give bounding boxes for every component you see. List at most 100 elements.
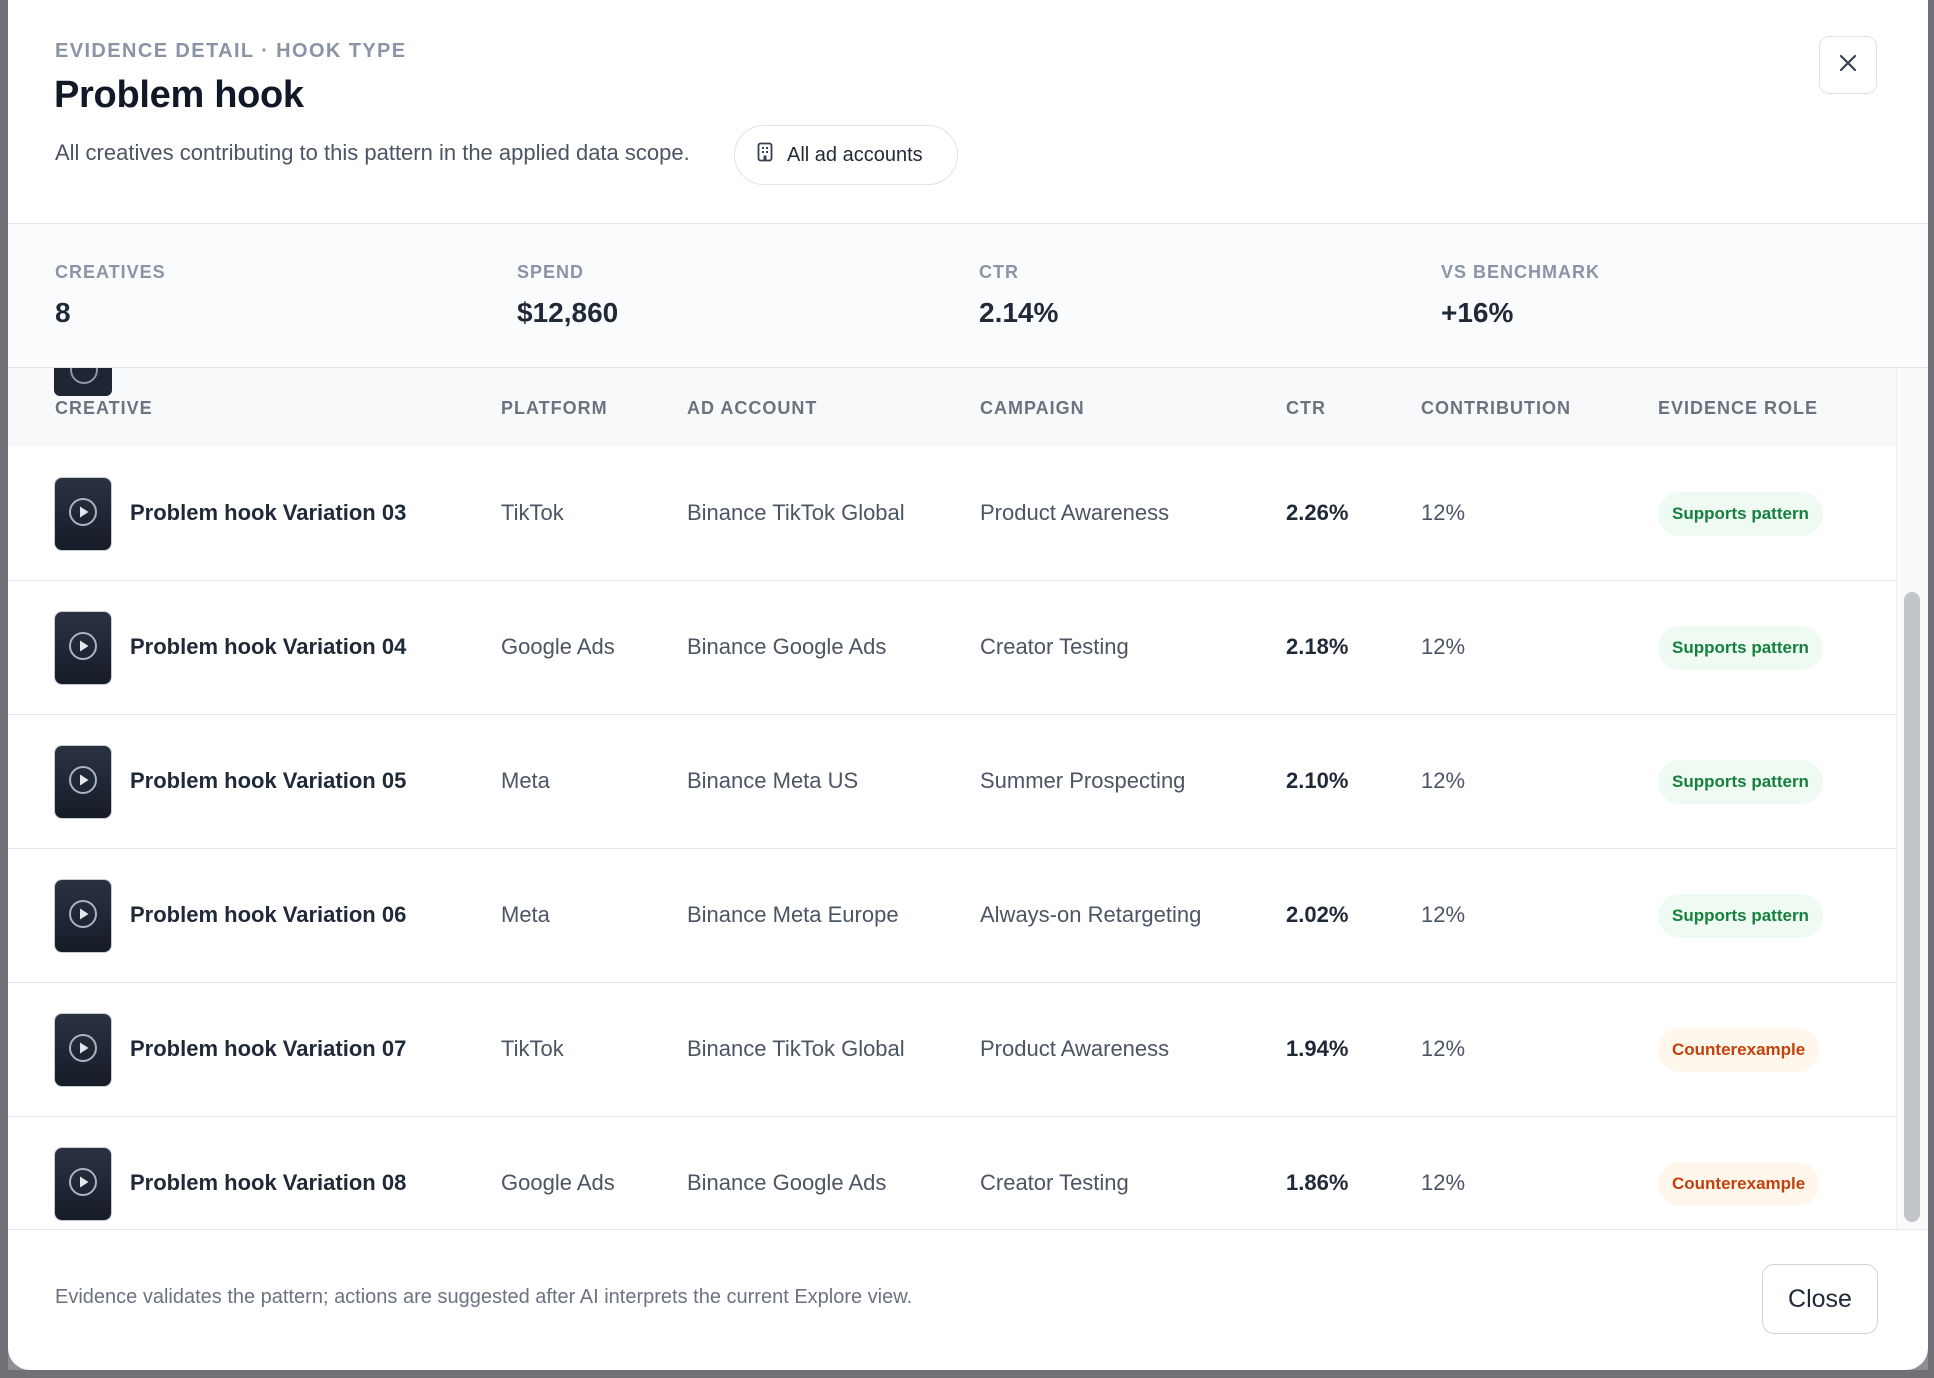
table-header: CREATIVE PLATFORM AD ACCOUNT CAMPAIGN CT… — [8, 368, 1896, 446]
play-icon — [68, 899, 98, 934]
platform-cell: Meta — [501, 902, 550, 927]
evidence-role-badge: Counterexample — [1658, 1028, 1820, 1072]
contribution-cell: 12% — [1421, 634, 1466, 659]
table-row[interactable]: Problem hook Variation 07 TikTok Binance T… — [8, 983, 1896, 1117]
partial-thumbnail — [54, 368, 112, 396]
table-scrollbar-thumb[interactable] — [1904, 592, 1920, 1222]
stat-spend: SPEND $12,860 — [517, 262, 618, 329]
modal-footer: Evidence validates the pattern; actions … — [8, 1231, 1928, 1370]
stat-label: VS BENCHMARK — [1441, 262, 1601, 282]
table-row[interactable]: Problem hook Variation 03 TikTok Binance T… — [8, 447, 1896, 581]
ctr-cell: 2.26% — [1286, 500, 1349, 525]
ad-account-cell: Binance Google Ads — [687, 634, 887, 659]
stat-creatives: CREATIVES 8 — [55, 262, 166, 329]
backdrop-left — [0, 0, 8, 1378]
modal-title: Problem hook — [54, 74, 304, 116]
column-header-campaign[interactable]: CAMPAIGN — [980, 398, 1085, 418]
creative-thumbnail[interactable] — [54, 611, 112, 685]
play-icon — [68, 497, 98, 532]
footer-note: Evidence validates the pattern; actions … — [55, 1286, 913, 1308]
ad-account-cell: Binance TikTok Global — [687, 500, 905, 525]
campaign-cell: Creator Testing — [980, 634, 1129, 659]
ctr-cell: 1.86% — [1286, 1170, 1349, 1195]
ctr-cell: 2.18% — [1286, 634, 1349, 659]
campaign-cell: Product Awareness — [980, 1036, 1170, 1061]
platform-cell: TikTok — [501, 1036, 564, 1061]
stat-value: 2.14% — [979, 297, 1059, 328]
modal-eyebrow: EVIDENCE DETAIL · HOOK TYPE — [55, 40, 407, 62]
creative-name[interactable]: Problem hook Variation 08 — [130, 1170, 407, 1195]
platform-cell: Google Ads — [501, 1170, 615, 1195]
campaign-cell: Always-on Retargeting — [980, 902, 1202, 927]
creative-thumbnail[interactable] — [54, 745, 112, 819]
stat-label: CREATIVES — [55, 262, 166, 282]
evidence-role-badge: Supports pattern — [1658, 626, 1823, 670]
contribution-cell: 12% — [1421, 902, 1466, 927]
scope-chip[interactable]: All ad accounts — [734, 125, 958, 185]
play-icon — [68, 1167, 98, 1202]
table-row[interactable]: Problem hook Variation 06 Meta Binance Met… — [8, 849, 1896, 983]
stat-ctr: CTR 2.14% — [979, 262, 1058, 329]
column-header-ctr[interactable]: CTR — [1286, 398, 1326, 418]
creative-name[interactable]: Problem hook Variation 03 — [130, 500, 407, 525]
stat-vs-benchmark: VS BENCHMARK +16% — [1441, 262, 1600, 329]
table-row[interactable]: Problem hook Variation 04 Google Ads Binan… — [8, 581, 1896, 715]
ctr-cell: 2.02% — [1286, 902, 1349, 927]
scope-chip-label: All ad accounts — [787, 143, 923, 166]
table-row[interactable]: Problem hook Variation 05 Meta Binance Met… — [8, 715, 1896, 849]
column-header-platform[interactable]: PLATFORM — [501, 398, 608, 418]
contribution-cell: 12% — [1421, 1036, 1466, 1061]
summary-stats: CREATIVES 8 SPEND $12,860 CTR 2.14% VS B… — [8, 224, 1928, 368]
ctr-cell: 2.10% — [1286, 768, 1349, 793]
backdrop-bottom — [0, 1370, 1934, 1378]
ad-account-cell: Binance Meta US — [687, 768, 859, 793]
stat-value: $12,860 — [517, 297, 619, 328]
evidence-role-badge: Counterexample — [1658, 1162, 1820, 1206]
close-icon-button[interactable] — [1819, 36, 1877, 94]
column-header-evidence-role[interactable]: EVIDENCE ROLE — [1658, 398, 1819, 418]
evidence-role-badge: Supports pattern — [1658, 894, 1823, 938]
platform-cell: TikTok — [501, 500, 564, 525]
modal-header: EVIDENCE DETAIL · HOOK TYPE Problem hook… — [8, 0, 1928, 224]
stat-label: SPEND — [517, 262, 585, 282]
stat-value: 8 — [55, 297, 71, 328]
building-icon — [757, 142, 773, 168]
campaign-cell: Summer Prospecting — [980, 768, 1186, 793]
column-header-creative[interactable]: CREATIVE — [55, 398, 153, 418]
contribution-cell: 12% — [1421, 500, 1466, 525]
ad-account-cell: Binance Google Ads — [687, 1170, 887, 1195]
campaign-cell: Product Awareness — [980, 500, 1170, 525]
ad-account-cell: Binance Meta Europe — [687, 902, 899, 927]
campaign-cell: Creator Testing — [980, 1170, 1129, 1195]
play-icon — [68, 631, 98, 666]
creative-name[interactable]: Problem hook Variation 06 — [130, 902, 407, 927]
close-button[interactable]: Close — [1762, 1264, 1878, 1334]
evidence-role-badge: Supports pattern — [1658, 492, 1823, 536]
backdrop-right — [1928, 0, 1934, 1378]
close-icon — [1838, 53, 1858, 78]
creative-thumbnail[interactable] — [54, 879, 112, 953]
play-icon — [68, 1033, 98, 1068]
table-row[interactable]: Problem hook Variation 08 Google Ads Binan… — [8, 1117, 1896, 1229]
creative-thumbnail[interactable] — [54, 1147, 112, 1221]
platform-cell: Google Ads — [501, 634, 615, 659]
creative-name[interactable]: Problem hook Variation 05 — [130, 768, 407, 793]
creative-name[interactable]: Problem hook Variation 07 — [130, 1036, 407, 1061]
contribution-cell: 12% — [1421, 768, 1466, 793]
modal-subtitle: All creatives contributing to this patte… — [55, 140, 690, 165]
creative-thumbnail[interactable] — [54, 1013, 112, 1087]
evidence-table: CREATIVE PLATFORM AD ACCOUNT CAMPAIGN CT… — [8, 368, 1928, 1230]
play-icon — [68, 765, 98, 800]
evidence-role-badge: Supports pattern — [1658, 760, 1823, 804]
stat-label: CTR — [979, 262, 1019, 282]
ctr-cell: 1.94% — [1286, 1036, 1349, 1061]
creative-name[interactable]: Problem hook Variation 04 — [130, 634, 407, 659]
column-header-contribution[interactable]: CONTRIBUTION — [1421, 398, 1571, 418]
platform-cell: Meta — [501, 768, 550, 793]
evidence-detail-modal: EVIDENCE DETAIL · HOOK TYPE Problem hook… — [8, 0, 1928, 1370]
column-header-ad-account[interactable]: AD ACCOUNT — [687, 398, 818, 418]
creative-thumbnail[interactable] — [54, 477, 112, 551]
stat-value: +16% — [1441, 297, 1514, 328]
ad-account-cell: Binance TikTok Global — [687, 1036, 905, 1061]
contribution-cell: 12% — [1421, 1170, 1466, 1195]
